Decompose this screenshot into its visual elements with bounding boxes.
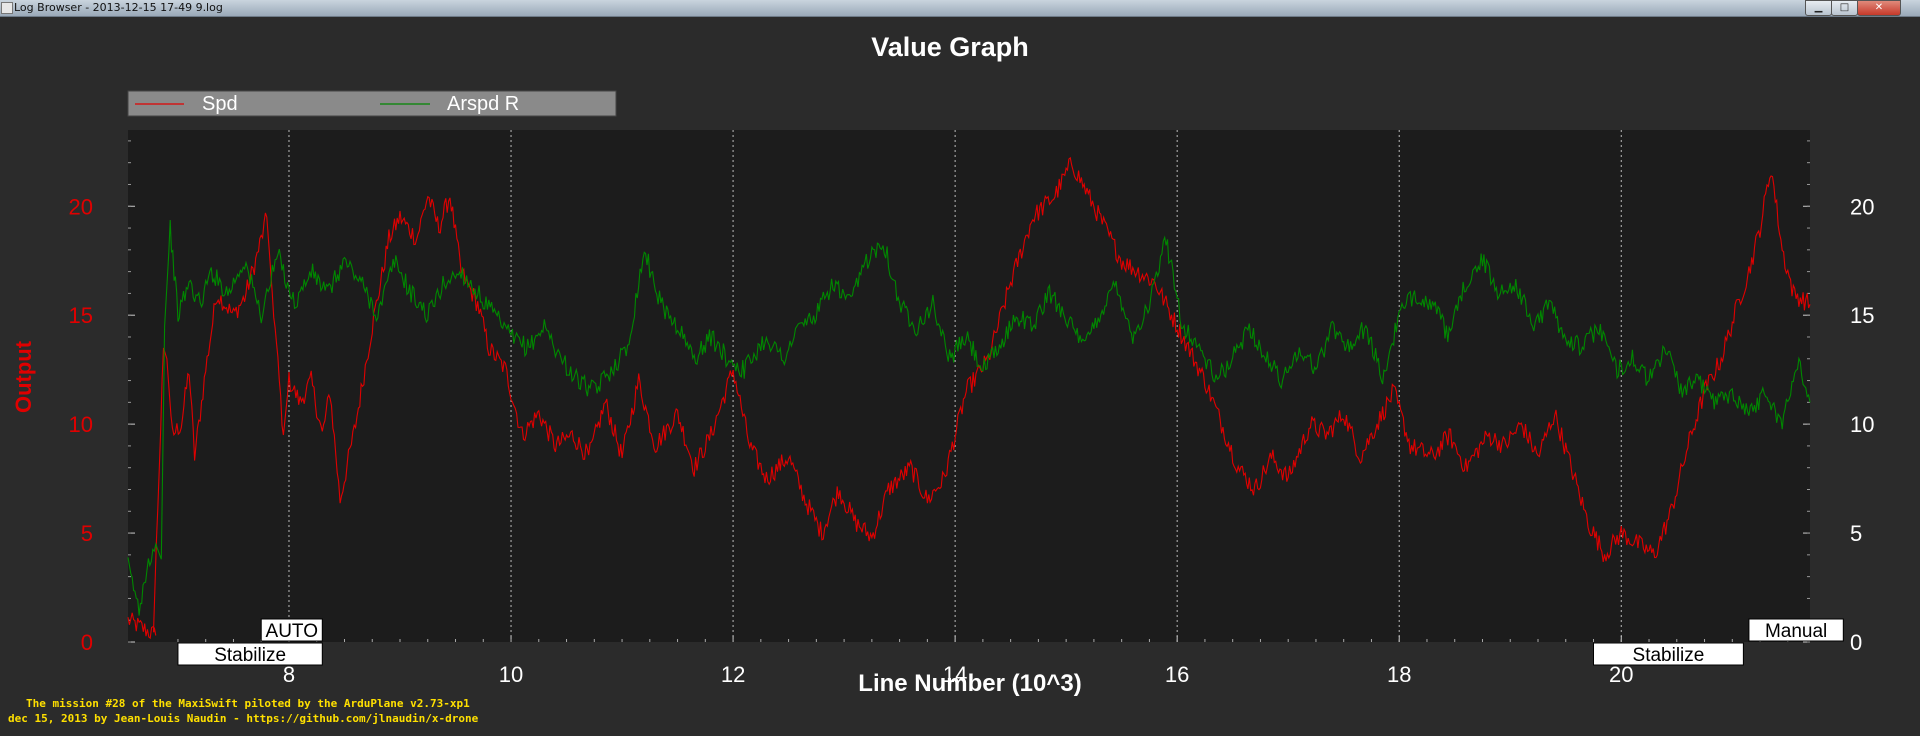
mode-label-box (260, 618, 323, 642)
legend-box (127, 90, 617, 117)
x-tick-label: 10 (499, 662, 523, 687)
mode-label-box (177, 642, 323, 666)
y-axis-label: Output (11, 340, 36, 413)
value-graph-chart: Value Graph Spd Arspd R 8 10 12 14 16 18 20 0 5 1… (11, 32, 1874, 697)
chart-title: Value Graph (871, 32, 1029, 62)
y-tick-label-left: 15 (69, 303, 93, 328)
mode-labels: AUTO Stabilize Stabilize Manual (177, 618, 1844, 666)
y-tick-label-right: 20 (1850, 194, 1874, 219)
close-button[interactable]: ✕ (1857, 0, 1901, 16)
legend-spd-label: Spd (202, 93, 238, 115)
series-line-arspd (127, 219, 1811, 616)
x-tick-label: 18 (1387, 662, 1411, 687)
mode-label: Manual (1765, 621, 1827, 642)
mode-label-box (1748, 618, 1844, 642)
credits-line-2: dec 15, 2013 by Jean-Louis Naudin - http… (8, 712, 479, 725)
app-icon (1, 2, 13, 14)
y-tick-label-right: 0 (1850, 630, 1862, 655)
y-tick-label-right: 15 (1850, 303, 1874, 328)
x-tick-label: 8 (283, 662, 295, 687)
y-tick-label-right: 5 (1850, 521, 1862, 546)
x-tick-label: 14 (943, 662, 967, 687)
y-tick-label-left: 20 (69, 194, 93, 219)
window-titlebar: Log Browser - 2013-12-15 17-49 9.log ▁ □… (0, 0, 1920, 17)
x-axis-label: Line Number (10^3) (858, 670, 1081, 697)
credits-line-1: The mission #28 of the MaxiSwift piloted… (26, 697, 470, 710)
mode-label: Stabilize (214, 645, 286, 666)
window-title: Log Browser - 2013-12-15 17-49 9.log (14, 1, 223, 14)
plot-area (128, 130, 1810, 642)
series-layer (127, 156, 1811, 640)
credits: The mission #28 of the MaxiSwift piloted… (8, 696, 478, 726)
x-tick-label: 20 (1609, 662, 1633, 687)
y-tick-label-left: 0 (81, 630, 93, 655)
mode-label: Stabilize (1633, 645, 1705, 666)
legend: Spd Arspd R (127, 90, 617, 117)
minimize-button[interactable]: ▁ (1805, 0, 1832, 16)
legend-arspd-label: Arspd R (447, 93, 519, 115)
series-line-spd (127, 156, 1811, 640)
grid (288, 130, 1622, 642)
maximize-button[interactable]: □ (1831, 0, 1858, 16)
axes: 8 10 12 14 16 18 20 0 5 10 15 20 0 5 10 15 20 (69, 140, 1874, 687)
x-tick-label: 16 (1165, 662, 1189, 687)
mode-label-box (1593, 642, 1744, 666)
y-tick-label-left: 10 (69, 412, 93, 437)
y-tick-label-left: 5 (81, 521, 93, 546)
x-tick-label: 12 (721, 662, 745, 687)
mode-label: AUTO (266, 621, 318, 642)
y-tick-label-right: 10 (1850, 412, 1874, 437)
